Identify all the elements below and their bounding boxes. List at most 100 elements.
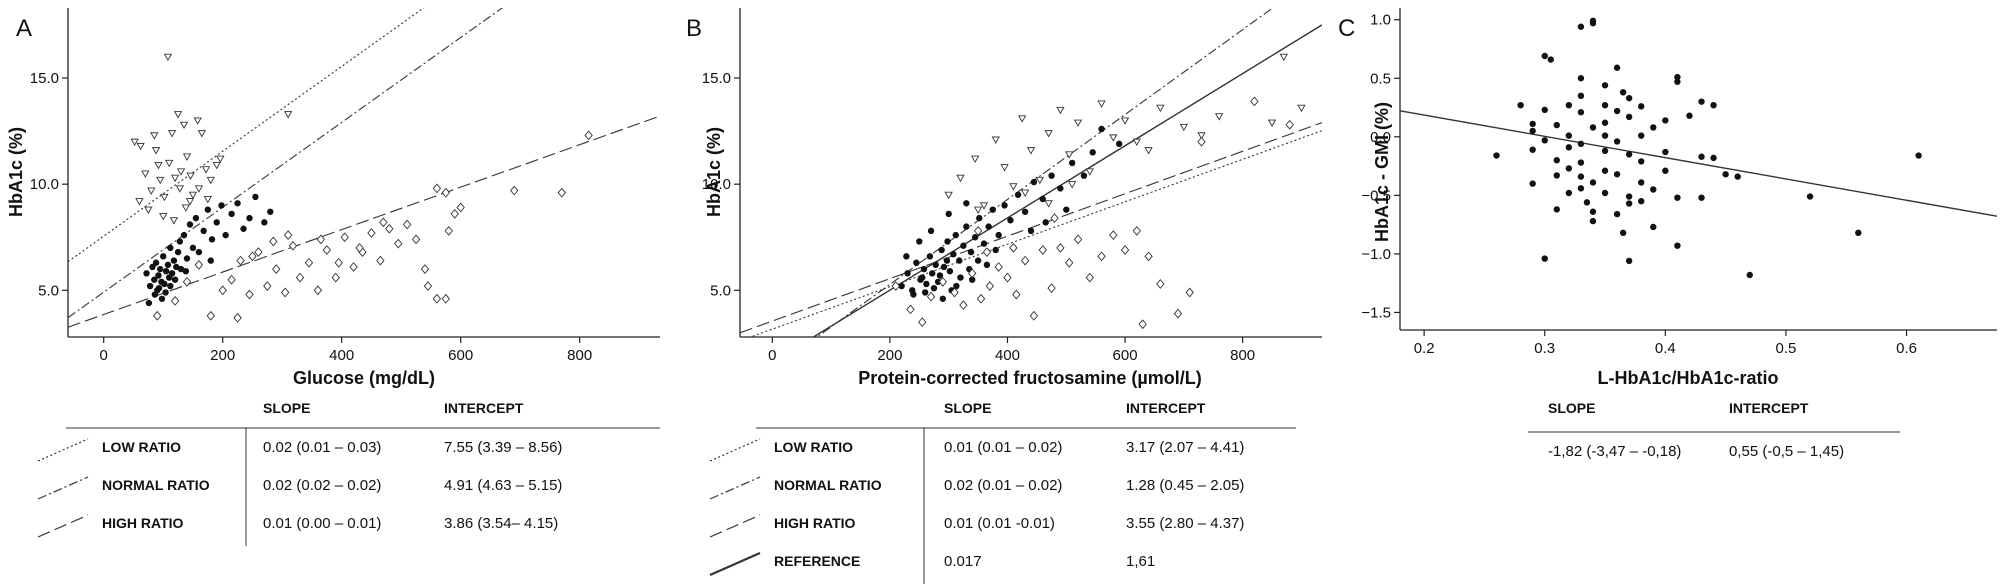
table-header-intercept: INTERCEPT bbox=[1126, 400, 1206, 416]
data-point bbox=[1613, 107, 1621, 115]
data-point bbox=[193, 117, 202, 125]
data-point bbox=[1020, 255, 1030, 266]
data-point bbox=[1179, 123, 1189, 132]
data-point bbox=[151, 276, 158, 283]
data-point bbox=[1577, 173, 1585, 180]
data-point bbox=[1156, 279, 1165, 289]
table-row-label: HIGH RATIO bbox=[774, 515, 856, 531]
data-point bbox=[130, 138, 139, 147]
data-point bbox=[355, 242, 364, 253]
data-point bbox=[182, 276, 192, 287]
data-point bbox=[1746, 271, 1753, 279]
data-point bbox=[1710, 154, 1717, 162]
panel-b-regression-table: SLOPE INTERCEPT LOW RATIO 0.01 (0.01 – 0.02… bbox=[709, 400, 1296, 584]
data-point bbox=[1662, 167, 1669, 174]
data-point bbox=[1674, 73, 1681, 81]
data-point bbox=[234, 200, 241, 207]
data-point bbox=[1710, 101, 1717, 109]
data-point bbox=[979, 202, 989, 210]
data-point bbox=[1650, 223, 1657, 231]
data-point bbox=[195, 248, 203, 256]
fit-line-low-ratio bbox=[748, 130, 1322, 337]
data-point bbox=[194, 185, 204, 193]
data-point bbox=[252, 193, 259, 201]
x-tick-label: 800 bbox=[567, 347, 592, 364]
data-point bbox=[155, 284, 163, 292]
data-point bbox=[423, 281, 433, 291]
data-point bbox=[1601, 132, 1609, 139]
data-point bbox=[950, 287, 959, 298]
y-tick-label: 0.0 bbox=[1370, 129, 1391, 146]
data-point bbox=[1577, 23, 1585, 30]
table-row-label: LOW RATIO bbox=[774, 439, 853, 455]
data-point bbox=[1613, 210, 1621, 218]
data-point bbox=[1638, 179, 1645, 186]
y-tick-label: 1.0 bbox=[1370, 12, 1391, 29]
data-point bbox=[146, 282, 154, 290]
data-point bbox=[263, 281, 272, 291]
data-point bbox=[1619, 89, 1627, 96]
data-point bbox=[953, 282, 960, 290]
data-point bbox=[1517, 101, 1524, 109]
y-tick-label: −1.0 bbox=[1361, 246, 1391, 263]
data-point bbox=[154, 162, 163, 170]
data-point bbox=[1565, 132, 1573, 139]
data-point bbox=[1063, 206, 1070, 213]
data-point bbox=[891, 281, 900, 291]
data-point bbox=[1057, 185, 1064, 192]
data-point bbox=[185, 198, 195, 206]
data-point bbox=[557, 187, 567, 198]
x-tick-label: 0 bbox=[100, 347, 108, 364]
data-point bbox=[143, 270, 150, 277]
data-point bbox=[1065, 257, 1074, 268]
data-point bbox=[186, 172, 195, 180]
data-point bbox=[919, 274, 926, 281]
table-cell-slope: -1,82 (-3,47 – -0,18) bbox=[1548, 443, 1681, 460]
data-point bbox=[432, 183, 442, 194]
data-point bbox=[1698, 98, 1705, 105]
data-point bbox=[963, 200, 970, 207]
data-point bbox=[349, 262, 358, 272]
data-point bbox=[932, 261, 939, 269]
data-point bbox=[1027, 227, 1035, 235]
data-point bbox=[331, 272, 340, 283]
data-point bbox=[1197, 136, 1206, 147]
data-point bbox=[206, 310, 215, 321]
data-point bbox=[376, 255, 385, 266]
y-tick-label: 5.0 bbox=[38, 282, 59, 299]
data-point bbox=[204, 206, 212, 213]
legend-line-swatch bbox=[709, 438, 761, 462]
data-point bbox=[208, 236, 216, 243]
y-tick-label: −1.5 bbox=[1361, 304, 1391, 321]
data-point bbox=[147, 187, 156, 195]
data-point bbox=[1650, 186, 1657, 193]
panel-a: A 0 200 400 600 800 5.0 10.0 15.0 Glucose (mg/d… bbox=[6, 8, 660, 546]
data-point bbox=[1115, 140, 1123, 148]
data-point bbox=[1138, 319, 1147, 330]
panel-c-label: C bbox=[1338, 15, 1355, 42]
data-point bbox=[1601, 147, 1609, 155]
data-point bbox=[1577, 159, 1585, 166]
data-point bbox=[1565, 101, 1573, 109]
table-cell-intercept: 3.86 (3.54– 4.15) bbox=[444, 515, 558, 532]
data-point bbox=[991, 136, 1000, 144]
data-point bbox=[295, 272, 305, 283]
data-point bbox=[968, 268, 977, 279]
y-tick-label: 0.5 bbox=[1370, 70, 1391, 87]
data-point bbox=[1098, 125, 1105, 133]
data-point bbox=[938, 246, 945, 254]
table-row-label: NORMAL RATIO bbox=[102, 477, 210, 493]
data-point bbox=[1625, 200, 1633, 207]
data-point bbox=[1650, 124, 1657, 131]
data-point bbox=[1589, 179, 1597, 186]
data-point bbox=[1050, 213, 1059, 224]
data-point bbox=[420, 264, 430, 274]
data-point bbox=[1722, 171, 1729, 178]
data-point bbox=[967, 248, 975, 256]
data-point bbox=[1577, 140, 1585, 148]
data-point bbox=[1001, 202, 1008, 209]
data-point bbox=[1297, 104, 1306, 113]
data-point bbox=[1529, 180, 1536, 187]
data-point bbox=[1613, 64, 1621, 71]
data-point bbox=[950, 251, 957, 258]
